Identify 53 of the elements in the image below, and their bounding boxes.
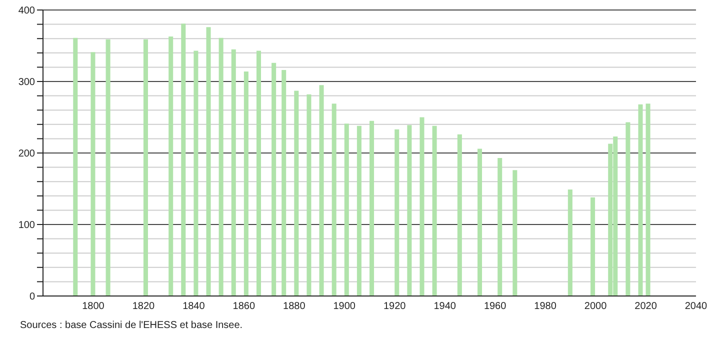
bar xyxy=(294,90,299,296)
x-tick-label: 1920 xyxy=(383,301,406,312)
x-tick-label: 1960 xyxy=(484,301,507,312)
bar xyxy=(394,129,400,296)
y-tick-label: 400 xyxy=(18,6,36,17)
bar xyxy=(306,94,312,296)
bar xyxy=(90,52,96,296)
x-tick-label: 2040 xyxy=(684,301,708,312)
bar xyxy=(646,104,650,296)
bar xyxy=(432,126,437,296)
x-tick-label: 1860 xyxy=(232,301,256,312)
x-tick-label: 1940 xyxy=(434,301,456,312)
bar xyxy=(626,122,630,296)
y-tick-label: 300 xyxy=(18,77,36,88)
bar xyxy=(498,158,502,296)
bar xyxy=(407,125,412,296)
bar xyxy=(181,24,186,296)
bar xyxy=(106,39,110,296)
bar xyxy=(143,39,148,296)
bar xyxy=(244,71,248,296)
bar xyxy=(477,148,482,296)
bar xyxy=(512,170,518,296)
bar xyxy=(319,85,324,296)
bar xyxy=(218,38,224,296)
bar xyxy=(590,197,596,296)
bar xyxy=(168,36,174,296)
x-tick-label: 2000 xyxy=(584,301,608,312)
bar xyxy=(370,120,374,296)
x-tick-label: 1840 xyxy=(182,301,206,312)
bar xyxy=(332,104,336,296)
y-tick-label: 100 xyxy=(18,220,36,232)
source-note: Sources : base Cassini de l'EHESS et base Insee. xyxy=(20,320,243,331)
x-tick-label: 2020 xyxy=(634,301,658,312)
x-tick-label: 1980 xyxy=(534,301,557,312)
y-tick-label: 200 xyxy=(18,148,36,160)
bar xyxy=(256,50,261,296)
bar xyxy=(282,70,286,296)
bar xyxy=(356,126,362,296)
bar xyxy=(638,104,643,296)
x-tick-label: 1820 xyxy=(132,301,156,312)
bar xyxy=(420,117,424,296)
bar xyxy=(272,62,276,296)
y-tick-label: 0 xyxy=(29,292,36,303)
bar xyxy=(457,134,462,296)
bar xyxy=(568,189,572,296)
bar xyxy=(344,124,349,296)
bar xyxy=(231,49,236,296)
bar xyxy=(194,50,198,296)
x-tick-label: 1900 xyxy=(333,301,356,312)
bar xyxy=(206,27,211,296)
x-tick-label: 1880 xyxy=(283,301,306,312)
x-tick-label: 1800 xyxy=(82,301,105,312)
bar xyxy=(73,38,78,296)
